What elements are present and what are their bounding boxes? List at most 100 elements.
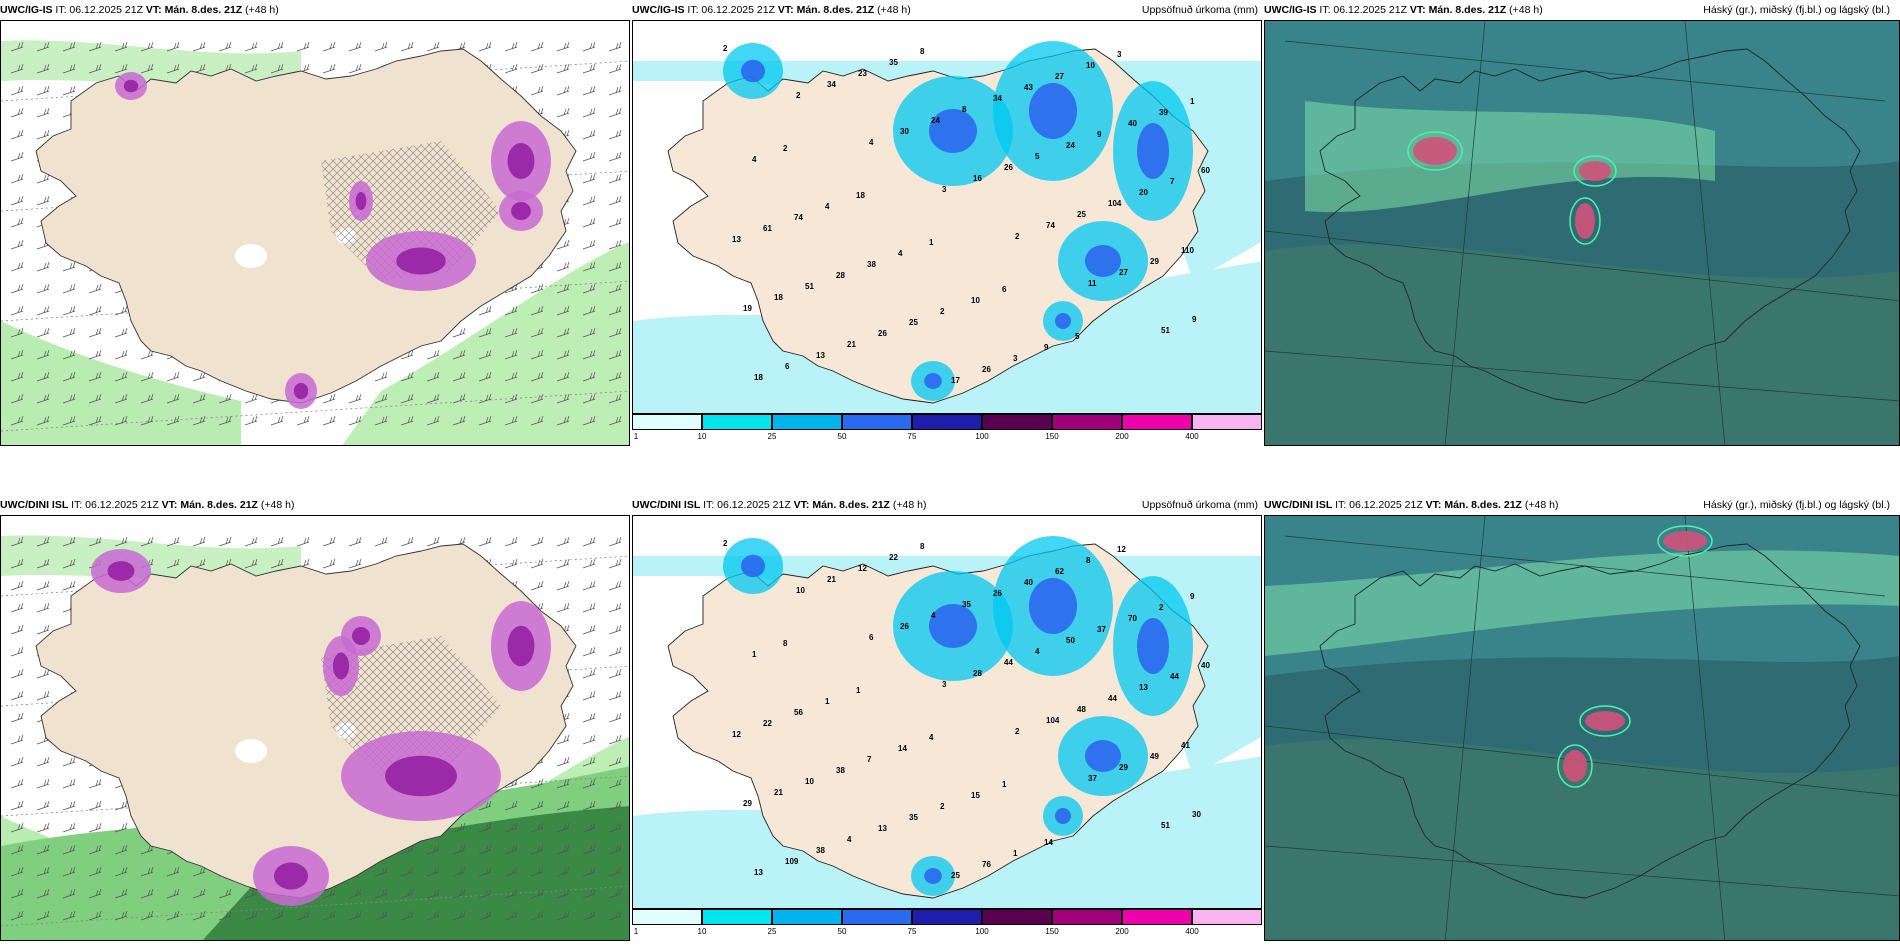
precip-value: 3 [942, 185, 947, 194]
wind-barb [608, 910, 622, 921]
wind-barb [608, 822, 622, 833]
wind-map[interactable] [0, 20, 630, 446]
wind-barb [478, 349, 492, 360]
wind-barb [140, 866, 154, 877]
colorbar-swatch [1122, 909, 1192, 925]
wind-barb [556, 558, 570, 569]
precip-value: 10 [1086, 61, 1095, 70]
valid-time: Mán. 8.des. 21Z [812, 499, 890, 511]
wind-barb [10, 217, 24, 228]
wind-barb [504, 910, 518, 921]
precip-value: 21 [774, 788, 783, 797]
wind-barb [582, 624, 596, 635]
wind-barb [10, 668, 24, 679]
precip-value: 12 [1117, 545, 1126, 554]
precip-core [396, 247, 446, 275]
precip-value: 7 [867, 755, 872, 764]
wind-barb [504, 305, 518, 316]
wind-barb [556, 41, 570, 52]
valid-label: VT: [793, 499, 810, 511]
precip-map[interactable]: 2 10 6 3 2 37 51 13 21 26 28 104 29 30 109 12 4 44 48 49 29 3… [632, 515, 1262, 909]
wind-barb [88, 888, 102, 899]
colorbar-label: 1 [633, 432, 639, 441]
wind-barb [426, 536, 440, 547]
lead-time: (+48 h) [892, 499, 927, 511]
precip-value: 8 [920, 47, 925, 56]
panel-cloud-bottom: UWC/DINI ISL IT: 06.12.2025 21Z VT: Mán.… [1264, 495, 1900, 941]
precip-core [924, 373, 942, 389]
precip-value: 17 [951, 376, 960, 385]
precip-colorbar: 1 10 25 50 75 100 150 200 400 [632, 414, 1262, 444]
model-name: UWC/IG-IS [632, 4, 685, 16]
wind-barb [608, 41, 622, 52]
precip-value: 28 [973, 669, 982, 678]
wind-barb [244, 393, 258, 404]
cloud-map[interactable] [1264, 20, 1900, 446]
cloud-map-svg [1265, 516, 1899, 940]
wind-barb [556, 107, 570, 118]
init-time: IT: 06.12.2025 21Z [1335, 499, 1423, 511]
wind-barb [166, 393, 180, 404]
wind-barb [88, 305, 102, 316]
wind-barb [62, 283, 76, 294]
wind-barb [452, 327, 466, 338]
wind-barb [608, 129, 622, 140]
wind-barb [270, 910, 284, 921]
iceland-land [35, 48, 577, 404]
wind-barb [582, 668, 596, 679]
wind-barb [504, 327, 518, 338]
precip-value: 61 [763, 224, 772, 233]
precip-value: 44 [1108, 694, 1117, 703]
wind-barb [36, 85, 50, 96]
wind-barb [452, 910, 466, 921]
colorbar-label: 75 [907, 927, 917, 936]
wind-barb [88, 283, 102, 294]
wind-map-svg [1, 21, 629, 445]
wind-map[interactable] [0, 515, 630, 941]
precip-value: 29 [1150, 257, 1159, 266]
wind-barb [62, 305, 76, 316]
precip-core [929, 604, 977, 648]
wind-barb [36, 393, 50, 404]
wind-barb [582, 536, 596, 547]
colorbar-label: 50 [837, 432, 847, 441]
precip-value: 1 [1190, 97, 1195, 106]
colorbar-label: 1 [633, 927, 639, 936]
wind-barb [452, 844, 466, 855]
wind-barb [218, 41, 232, 52]
precip-map[interactable]: 2 2 4 3 2 11 51 18 34 30 16 74 27 9 6 23 24 26 25 29 19 13 35 8… [632, 20, 1262, 414]
precip-value: 2 [723, 44, 728, 53]
wind-barb [426, 910, 440, 921]
graticule-line [1, 885, 629, 927]
wind-barb [556, 734, 570, 745]
colorbar-label: 200 [1115, 927, 1129, 936]
init-time: IT: 06.12.2025 21Z [703, 499, 791, 511]
wind-barb [10, 195, 24, 206]
wind-barb [478, 844, 492, 855]
colorbar-swatch [1192, 909, 1262, 925]
precip-value: 2 [1015, 232, 1020, 241]
wind-barb [62, 371, 76, 382]
precip-core [1085, 740, 1121, 772]
wind-barb [88, 800, 102, 811]
wind-barb [530, 866, 544, 877]
colorbar-label: 100 [975, 927, 989, 936]
colorbar-swatch [632, 414, 702, 430]
wind-barb [608, 844, 622, 855]
cloud-map[interactable] [1264, 515, 1900, 941]
sea-precip-area [202, 806, 629, 940]
wind-barb [62, 536, 76, 547]
wind-barb [322, 888, 336, 899]
wind-barb [192, 910, 206, 921]
panel-title: Uppsöfnuð úrkoma (mm) [1141, 4, 1258, 16]
wind-barb [608, 151, 622, 162]
precip-core [332, 652, 350, 680]
wind-barb [504, 800, 518, 811]
wind-barb [348, 536, 362, 547]
precip-value: 1 [825, 697, 830, 706]
wind-barb [88, 822, 102, 833]
wind-barb [62, 393, 76, 404]
wind-barb [608, 217, 622, 228]
wind-barb [10, 283, 24, 294]
wind-barb [114, 63, 128, 74]
